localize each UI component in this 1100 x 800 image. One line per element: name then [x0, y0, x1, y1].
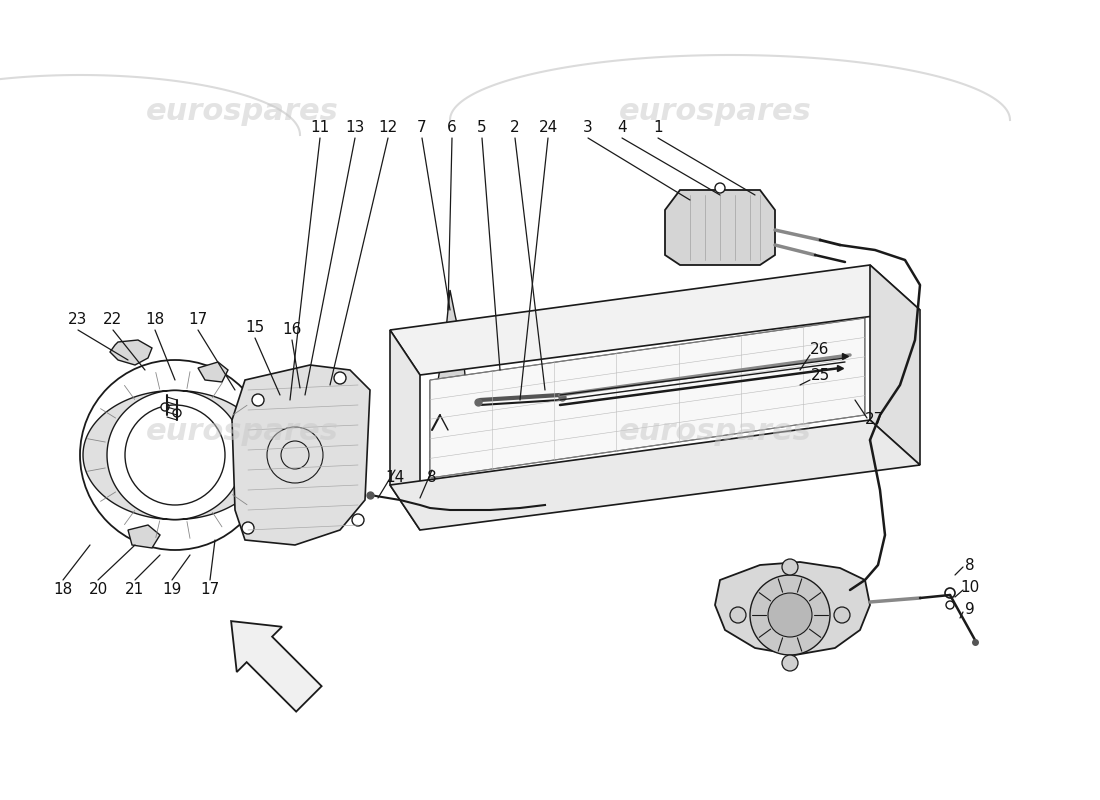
Text: 7: 7 [417, 121, 427, 135]
Text: eurospares: eurospares [618, 418, 812, 446]
Circle shape [242, 522, 254, 534]
Polygon shape [82, 390, 264, 519]
Polygon shape [390, 330, 420, 530]
Text: 25: 25 [811, 367, 829, 382]
Circle shape [946, 601, 954, 609]
Circle shape [161, 403, 169, 411]
Text: eurospares: eurospares [145, 98, 339, 126]
Text: 26: 26 [811, 342, 829, 358]
Text: 5: 5 [477, 121, 487, 135]
Polygon shape [430, 318, 865, 478]
Polygon shape [110, 340, 152, 365]
Text: 8: 8 [965, 558, 975, 573]
Text: 17: 17 [188, 313, 208, 327]
Circle shape [499, 384, 512, 396]
Text: eurospares: eurospares [618, 98, 812, 126]
Text: 9: 9 [965, 602, 975, 618]
Circle shape [510, 400, 520, 410]
Text: 10: 10 [960, 581, 980, 595]
Polygon shape [870, 265, 920, 465]
Polygon shape [128, 525, 160, 548]
Polygon shape [715, 562, 870, 655]
Circle shape [730, 607, 746, 623]
Text: 23: 23 [68, 313, 88, 327]
Circle shape [173, 409, 182, 417]
Text: 8: 8 [427, 470, 437, 486]
Text: 11: 11 [310, 121, 330, 135]
Polygon shape [198, 362, 228, 382]
Text: 14: 14 [385, 470, 405, 486]
Text: 1: 1 [653, 121, 663, 135]
Circle shape [352, 514, 364, 526]
Text: 20: 20 [88, 582, 108, 598]
Text: 21: 21 [125, 582, 144, 598]
Circle shape [750, 575, 830, 655]
Text: 12: 12 [378, 121, 397, 135]
Text: 2: 2 [510, 121, 520, 135]
Circle shape [782, 559, 797, 575]
Circle shape [515, 415, 525, 425]
Text: 17: 17 [200, 582, 220, 598]
Text: 13: 13 [345, 121, 365, 135]
Polygon shape [434, 290, 465, 420]
Text: 18: 18 [145, 313, 165, 327]
Circle shape [715, 183, 725, 193]
Polygon shape [231, 621, 321, 712]
Polygon shape [232, 365, 370, 545]
Circle shape [834, 607, 850, 623]
Polygon shape [390, 265, 920, 375]
Text: 3: 3 [583, 121, 593, 135]
Polygon shape [390, 420, 920, 530]
Text: 16: 16 [283, 322, 301, 338]
Text: 22: 22 [103, 313, 122, 327]
Text: 4: 4 [617, 121, 627, 135]
Circle shape [768, 593, 812, 637]
Text: 27: 27 [866, 413, 884, 427]
Text: 18: 18 [54, 582, 73, 598]
Circle shape [782, 655, 797, 671]
Text: 15: 15 [245, 321, 265, 335]
Text: eurospares: eurospares [145, 418, 339, 446]
Circle shape [334, 372, 346, 384]
Text: 6: 6 [447, 121, 456, 135]
Text: 24: 24 [538, 121, 558, 135]
Text: 19: 19 [163, 582, 182, 598]
Circle shape [945, 588, 955, 598]
Circle shape [252, 394, 264, 406]
Polygon shape [666, 190, 776, 265]
